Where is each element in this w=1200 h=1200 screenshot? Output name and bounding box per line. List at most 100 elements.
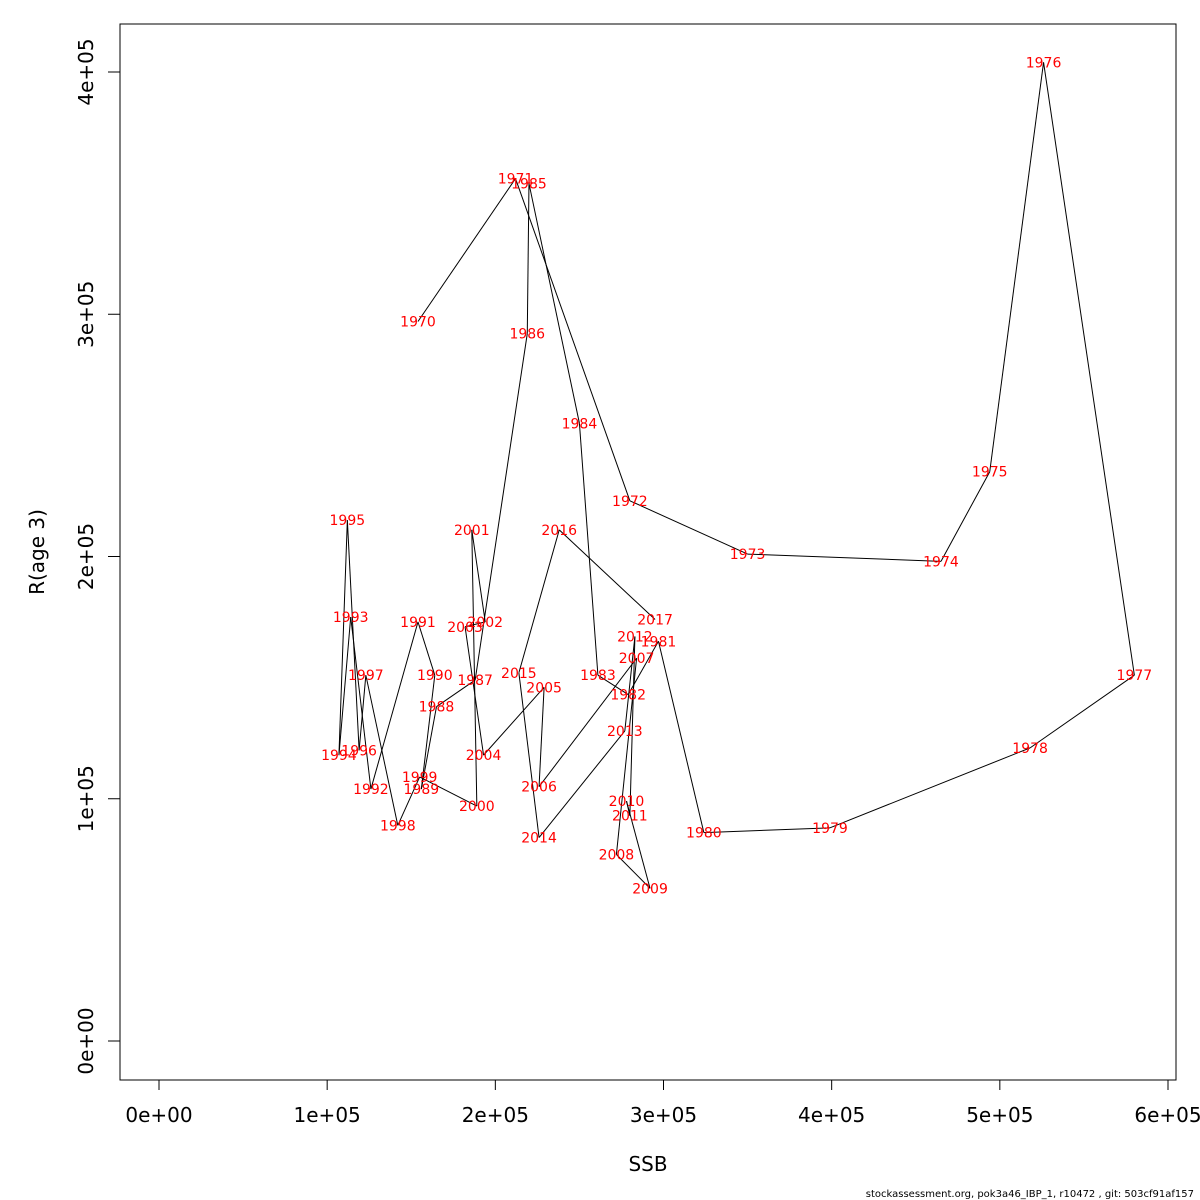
point-label-1990: 1990 (417, 668, 453, 684)
point-label-2013: 2013 (607, 724, 643, 740)
series-segment (417, 178, 516, 322)
point-label-1995: 1995 (330, 513, 366, 529)
y-tick-label: 0e+00 (74, 1007, 98, 1074)
series-segment (417, 621, 436, 676)
series-segment (1029, 674, 1135, 749)
point-label-1982: 1982 (610, 688, 646, 704)
series-segment (420, 675, 436, 790)
point-label-2000: 2000 (459, 799, 495, 815)
series-segment (338, 520, 348, 756)
point-label-1976: 1976 (1026, 55, 1062, 71)
series-segment (940, 471, 991, 562)
series-segment (471, 529, 478, 807)
point-labels-group: 1970 1971 1972 1973 1974 1975 1976 1977 1978 1979… (321, 55, 1152, 897)
point-label-2003: 2003 (447, 620, 483, 636)
series-segment (829, 747, 1031, 829)
y-tick-label: 1e+05 (74, 765, 98, 832)
series-segment (515, 178, 631, 501)
point-label-1983: 1983 (580, 668, 616, 684)
x-tick-label: 2e+05 (462, 1103, 529, 1127)
point-label-2006: 2006 (521, 780, 557, 796)
footer-credit: stockassessment.org, pok3a46_IBP_1, r104… (865, 1189, 1194, 1200)
series-segment (747, 553, 941, 562)
series-segment (436, 679, 476, 708)
series-segment (464, 626, 485, 756)
series-segment (1043, 62, 1135, 676)
point-label-2014: 2014 (521, 831, 557, 847)
series-segment (624, 636, 636, 731)
x-tick-label: 6e+05 (1134, 1103, 1200, 1127)
point-label-2005: 2005 (526, 680, 562, 696)
point-label-2011: 2011 (612, 809, 648, 825)
series-segment (338, 617, 352, 756)
point-label-1994: 1994 (321, 748, 357, 764)
point-label-1972: 1972 (612, 494, 648, 510)
series-segment (657, 641, 705, 833)
point-label-1991: 1991 (400, 615, 436, 631)
point-label-2002: 2002 (467, 615, 503, 631)
series-segment (526, 183, 530, 334)
x-axis-label: SSB (628, 1152, 667, 1176)
series-segment (578, 423, 599, 676)
point-label-1978: 1978 (1012, 741, 1048, 757)
series-segment (538, 657, 637, 787)
x-tick-label: 4e+05 (798, 1103, 865, 1127)
plot-frame (119, 23, 1177, 1081)
y-tick-label: 4e+05 (74, 38, 98, 105)
series-segment (558, 529, 656, 620)
point-label-1992: 1992 (353, 782, 389, 798)
series-segment (518, 672, 540, 838)
point-label-2004: 2004 (466, 748, 502, 764)
point-label-1981: 1981 (641, 634, 677, 650)
series-segment (419, 776, 478, 807)
point-label-1997: 1997 (348, 668, 384, 684)
point-label-1988: 1988 (419, 700, 455, 716)
point-label-1999: 1999 (402, 770, 438, 786)
series-segment (538, 730, 626, 838)
y-axis: 0e+00 1e+05 2e+05 3e+05 4e+05 (74, 38, 121, 1075)
point-label-1987: 1987 (457, 673, 493, 689)
point-label-2009: 2009 (632, 881, 668, 897)
x-tick-label: 1e+05 (294, 1103, 361, 1127)
point-label-1977: 1977 (1117, 668, 1153, 684)
point-label-1971: 1971 (498, 172, 534, 188)
y-tick-label: 3e+05 (74, 281, 98, 348)
series-segment (370, 621, 419, 790)
series-segment (703, 827, 831, 834)
point-label-1986: 1986 (509, 327, 545, 343)
series-segment (346, 520, 360, 751)
point-label-2001: 2001 (454, 523, 490, 539)
x-tick-label: 5e+05 (966, 1103, 1033, 1127)
point-label-1975: 1975 (972, 465, 1008, 481)
series-segment (538, 687, 545, 787)
point-label-1984: 1984 (562, 416, 598, 432)
y-tick-label: 2e+05 (74, 523, 98, 590)
series-segment (629, 636, 636, 816)
series-segment (464, 621, 486, 628)
series-segment (989, 62, 1045, 472)
series-line-group (338, 62, 1135, 889)
point-label-2008: 2008 (599, 847, 635, 863)
point-label-2010: 2010 (609, 794, 645, 810)
x-tick-label: 3e+05 (630, 1103, 697, 1127)
point-label-1985: 1985 (511, 176, 547, 192)
point-label-2016: 2016 (541, 523, 577, 539)
series-segment (597, 674, 629, 696)
series-segment (365, 675, 399, 826)
point-label-1973: 1973 (730, 547, 766, 563)
point-label-1979: 1979 (812, 821, 848, 837)
point-label-1970: 1970 (400, 315, 436, 331)
point-label-1989: 1989 (404, 782, 440, 798)
point-label-1974: 1974 (923, 554, 959, 570)
x-tick-label: 0e+00 (125, 1103, 192, 1127)
series-segment (518, 529, 560, 673)
series-segment (626, 801, 651, 889)
point-label-2015: 2015 (501, 666, 537, 682)
point-label-1996: 1996 (341, 743, 377, 759)
series-segment (483, 686, 545, 756)
point-label-1993: 1993 (333, 610, 369, 626)
series-segment (471, 529, 486, 622)
point-label-2007: 2007 (619, 651, 655, 667)
series-segment (528, 183, 580, 424)
